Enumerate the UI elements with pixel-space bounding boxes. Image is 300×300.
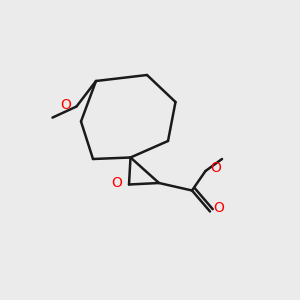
Text: O: O	[211, 161, 221, 175]
Text: O: O	[112, 176, 122, 190]
Text: O: O	[214, 201, 224, 215]
Text: O: O	[61, 98, 71, 112]
